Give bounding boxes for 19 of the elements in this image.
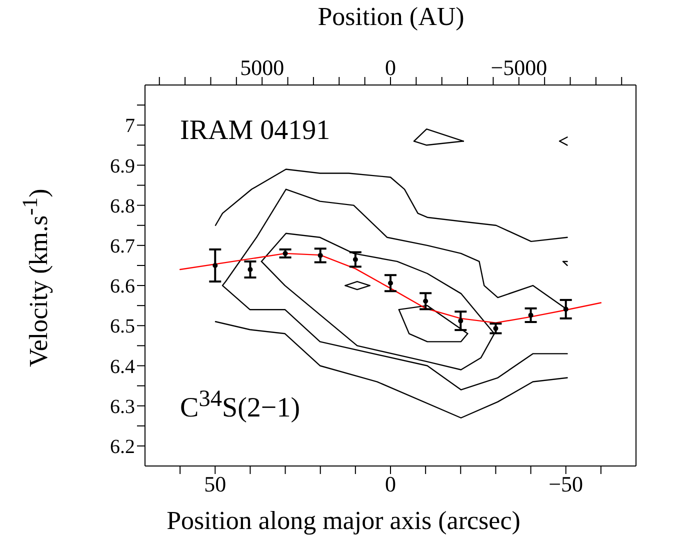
y-tick-label: 6.4 [110, 356, 135, 378]
x-tick-label: −50 [548, 472, 584, 497]
y-tick-label: 6.8 [110, 195, 135, 218]
y-tick-label: 6.6 [110, 276, 135, 298]
x2-tick-label: 0 [385, 55, 396, 80]
x-axis-title: Position along major axis (arcsec) [166, 506, 522, 536]
x2-axis-title: Position (AU) [316, 2, 466, 32]
y-tick-label: 6.5 [110, 316, 135, 338]
y-tick-label: 6.9 [110, 155, 135, 178]
y-tick-label: 6.3 [110, 396, 135, 418]
annotation: IRAM 04191 [180, 115, 330, 147]
x-tick-label: 0 [385, 472, 396, 497]
x2-tick-label: −5000 [490, 55, 548, 80]
x-tick-label: 50 [204, 472, 226, 497]
y-tick-label: 7 [125, 115, 135, 138]
y-tick-label: 6.7 [110, 236, 135, 258]
x2-tick-label: 5000 [240, 55, 284, 80]
annotation: C$^{34}$S(2−1) [180, 386, 300, 424]
y-tick-label: 6.2 [110, 436, 135, 458]
